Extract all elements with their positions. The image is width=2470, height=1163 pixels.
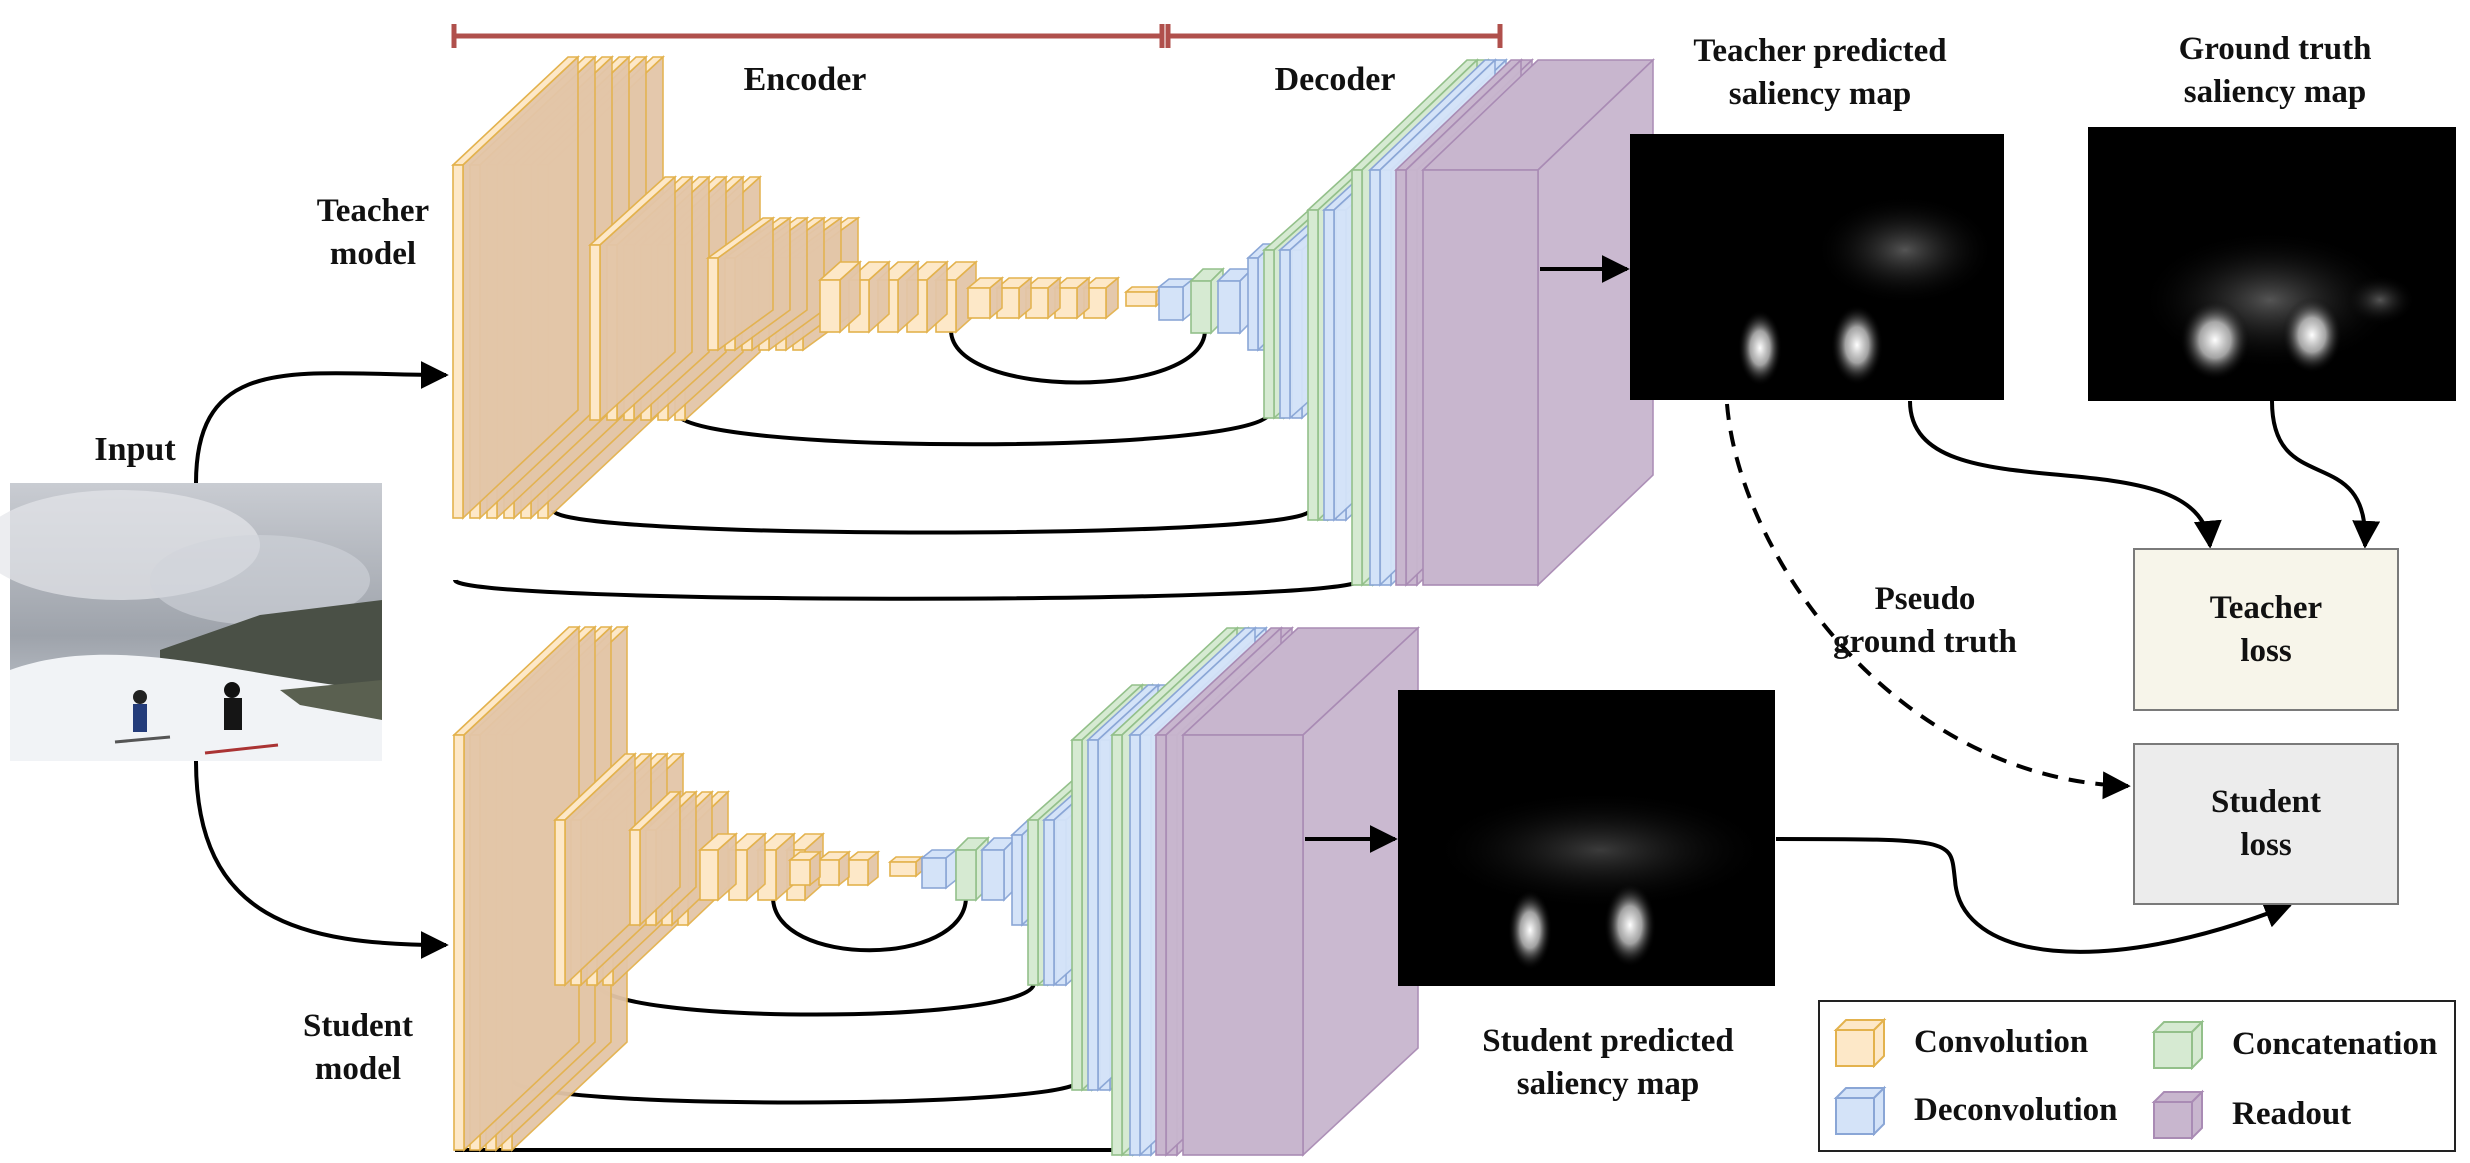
legend-deconvolution-label: Deconvolution [1914,1091,2118,1128]
legend-concatenation-label: Concatenation [2232,1025,2438,1062]
teacher-model-network [450,55,1655,587]
student-map-label: Student predicted saliency map [1482,1023,1734,1102]
teacher-loss-label: Teacher loss [2209,589,2323,669]
student-readout [1180,626,1421,1157]
legend: Convolution Deconvolution Concatenation … [1818,1000,2456,1152]
deconvolution-swatch-icon [1833,1085,1887,1136]
student-model-label: Student model [302,1008,414,1087]
student-conv-stage-1-layer-1 [451,625,582,1152]
teacher-conv-stage-3-layer-1 [705,216,776,352]
student-saliency-map [1398,690,1775,986]
convolution-swatch-icon [1833,1017,1887,1068]
teacher-conv-stage-1-layer-1 [450,55,581,520]
teacher-readout [1421,58,1655,587]
legend-convolution-label: Convolution [1914,1023,2089,1060]
concatenation-swatch-icon [2151,1019,2205,1070]
legend-item-convolution: Convolution [1832,1016,2088,1068]
legend-item-readout: Readout [2150,1088,2351,1140]
teacher-map-label: Teacher predicted saliency map [1693,33,1947,112]
teacher-model-label: Teacher model [316,193,430,272]
legend-readout-label: Readout [2232,1095,2352,1132]
teacher-conv-bottleneck [1123,285,1165,308]
input-image [0,483,382,761]
student-conv-stage-5-layer-2 [816,850,852,887]
teacher-deconv-1 [1156,277,1196,322]
decoder-bracket [1165,24,1503,48]
legend-item-deconvolution: Deconvolution [1832,1084,2118,1136]
student-loss-box: Student loss [2133,743,2399,905]
encoder-bracket [451,24,1165,48]
student-conv-stage-4-layer-1 [697,832,739,902]
student-conv-stage-3-layer-1 [627,790,683,927]
gt-map-label: Ground truth saliency map [2178,31,2372,110]
legend-item-concatenation: Concatenation [2150,1018,2437,1070]
student-conv-bottleneck [887,855,925,878]
teacher-deconv-2 [1216,267,1254,335]
teacher-conv-stage-2-layer-1 [587,175,678,422]
student-deconv-2 [980,836,1018,902]
teacher-conv-stage-5-layer-1 [965,276,1005,320]
teacher-saliency-map [1630,134,2004,400]
pseudo-ground-truth-label: Pseudo ground truth [1833,581,2017,660]
readout-swatch-icon [2151,1089,2205,1140]
student-conv-stage-5-layer-1 [787,850,823,887]
teacher-conv-stage-5-layer-3 [1023,276,1063,320]
ground-truth-saliency-map [2088,127,2456,401]
input-label: Input [94,431,176,468]
teacher-conv-stage-5-layer-5 [1081,276,1121,320]
student-conv-stage-2-layer-1 [552,752,638,987]
teacher-skip-connections [453,329,1362,601]
decoder-label: Decoder [1274,61,1396,98]
teacher-loss-box: Teacher loss [2133,548,2399,711]
student-deconv-1 [919,848,959,890]
teacher-conv-stage-5-layer-4 [1052,276,1092,320]
student-loss-label: Student loss [2210,784,2322,863]
student-conv-stage-5-layer-3 [845,850,881,887]
teacher-conv-stage-4-layer-1 [817,260,863,334]
flow-arrows [194,255,2381,959]
encoder-label: Encoder [743,61,867,98]
student-model-network [451,625,1421,1157]
